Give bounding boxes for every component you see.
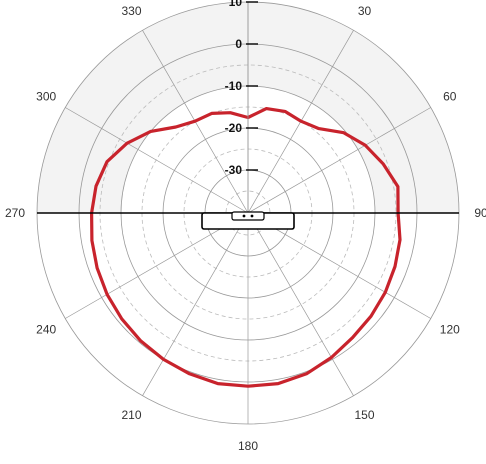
device-led-right [250, 214, 254, 218]
angle-tick-label: 330 [121, 4, 141, 18]
device-led-left [242, 214, 246, 218]
grid-spoke-240 [65, 212, 249, 319]
angle-tick-label: 300 [36, 90, 56, 104]
grid-spoke-300 [65, 107, 249, 214]
angle-tick-label: 240 [36, 323, 56, 337]
curve-layer [90, 107, 402, 388]
angle-tick-label: 90 [474, 206, 486, 220]
radial-tick-label: -10 [225, 79, 243, 93]
grid-spoke-210 [142, 212, 249, 396]
device-slot [231, 211, 265, 221]
angle-tick-label: 150 [354, 408, 374, 422]
radial-tick-label: 10 [229, 0, 243, 9]
grid-spoke-60 [247, 107, 431, 214]
radial-tick-label: -20 [225, 121, 243, 135]
radial-tick-label: -30 [225, 163, 243, 177]
grid-spoke-120 [247, 212, 431, 319]
angle-tick-label: 270 [5, 206, 25, 220]
angle-tick-label: 180 [238, 439, 258, 453]
radial-tick-label: 0 [235, 37, 242, 51]
angle-tick-label: 30 [358, 4, 372, 18]
grid-spoke-150 [247, 212, 354, 396]
device-outline-icon [201, 211, 295, 230]
series-line [90, 107, 402, 388]
angle-tick-label: 210 [121, 408, 141, 422]
angle-tick-label: 120 [440, 323, 460, 337]
label-layer: 10 0 -10 -20 -30 30 60 90 120 150 180 210 240 270 300 3… [5, 0, 486, 453]
shaded-sector [37, 2, 459, 213]
angle-tick-label: 60 [443, 90, 457, 104]
background-layer [37, 2, 459, 213]
